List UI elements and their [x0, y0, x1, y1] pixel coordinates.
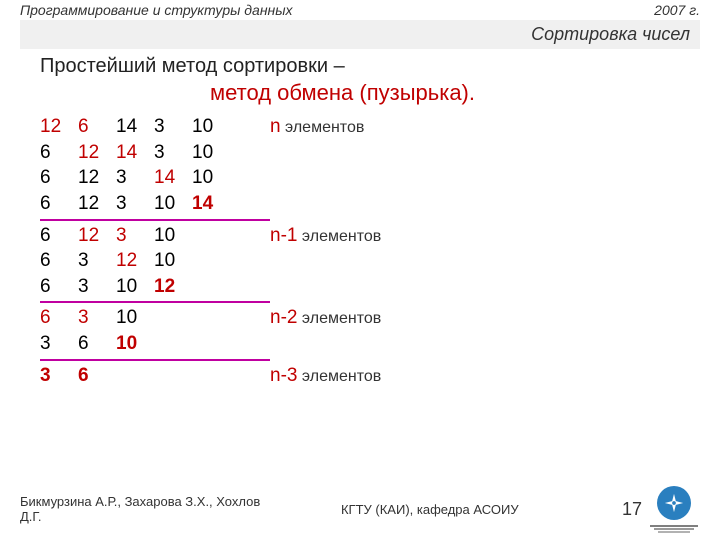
annotation: n-3 элементов [270, 363, 381, 389]
annotation: n-1 элементов [270, 223, 381, 249]
number-cell: 12 [78, 140, 116, 166]
group-separator [40, 359, 270, 361]
page-number: 17 [622, 499, 642, 520]
number-cell: 12 [78, 191, 116, 217]
number-cell: 6 [40, 274, 78, 300]
number-cell: 12 [78, 223, 116, 249]
footer-authors: Бикмурзина А.Р., Захарова З.Х., Хохлов Д… [20, 494, 270, 524]
number-cell: 10 [116, 274, 154, 300]
number-cell: 12 [116, 248, 154, 274]
sort-row: 631012 [40, 274, 680, 300]
number-list: 631210 [40, 248, 270, 274]
number-cell: 3 [116, 191, 154, 217]
number-cell: 3 [78, 305, 116, 331]
number-list: 6310 [40, 305, 270, 331]
method-name: метод обмена (пузырька). [210, 80, 680, 106]
page-footer: Бикмурзина А.Р., Захарова З.Х., Хохлов Д… [0, 486, 720, 532]
number-cell: 12 [154, 274, 192, 300]
sort-row: 61231410 [40, 165, 680, 191]
sort-row: 612310n-1 элементов [40, 223, 680, 249]
sort-row: 631210 [40, 248, 680, 274]
number-cell: 6 [40, 191, 78, 217]
page-header: Программирование и структуры данных 2007… [0, 0, 720, 20]
sort-row: 6310n-2 элементов [40, 305, 680, 331]
number-cell: 14 [154, 165, 192, 191]
number-cell: 6 [40, 165, 78, 191]
number-cell: 10 [192, 114, 230, 140]
group-separator [40, 219, 270, 221]
number-cell: 12 [78, 165, 116, 191]
number-cell: 10 [192, 140, 230, 166]
intro-text: Простейший метод сортировки – [40, 55, 680, 78]
number-cell: 3 [78, 248, 116, 274]
number-cell: 3 [116, 223, 154, 249]
sort-row: 61214310 [40, 140, 680, 166]
number-cell: 6 [40, 140, 78, 166]
number-cell: 3 [40, 363, 78, 389]
sort-row: 36n-3 элементов [40, 363, 680, 389]
number-cell: 3 [154, 114, 192, 140]
number-cell: 10 [116, 305, 154, 331]
sort-row: 12614310n элементов [40, 114, 680, 140]
header-left: Программирование и структуры данных [20, 2, 293, 18]
number-cell: 3 [40, 331, 78, 357]
airplane-logo-icon [657, 486, 691, 520]
number-cell: 14 [116, 114, 154, 140]
number-cell: 6 [78, 331, 116, 357]
number-cell: 6 [78, 363, 116, 389]
slide-page: { "header": { "left": "Программирование … [0, 0, 720, 540]
number-cell: 12 [40, 114, 78, 140]
number-list: 12614310 [40, 114, 270, 140]
number-cell: 6 [78, 114, 116, 140]
logo-wrap [648, 486, 700, 532]
number-cell: 10 [154, 223, 192, 249]
number-cell: 10 [116, 331, 154, 357]
sort-row: 61231014 [40, 191, 680, 217]
number-list: 612310 [40, 223, 270, 249]
annotation: n-2 элементов [270, 305, 381, 331]
number-list: 3610 [40, 331, 270, 357]
number-cell: 6 [40, 248, 78, 274]
bubble-sort-steps: 12614310n элементов612143106123141061231… [40, 114, 680, 388]
number-list: 36 [40, 363, 270, 389]
slide-content: Простейший метод сортировки – метод обме… [0, 55, 720, 388]
number-list: 61231014 [40, 191, 270, 217]
footer-page-wrap: 17 [622, 486, 700, 532]
number-cell: 14 [116, 140, 154, 166]
number-list: 631012 [40, 274, 270, 300]
annotation: n элементов [270, 114, 364, 140]
number-cell: 6 [40, 223, 78, 249]
number-cell: 3 [154, 140, 192, 166]
footer-org: КГТУ (КАИ), кафедра АСОИУ [341, 502, 551, 517]
number-cell: 3 [116, 165, 154, 191]
sort-row: 3610 [40, 331, 680, 357]
number-cell: 10 [154, 248, 192, 274]
number-cell: 14 [192, 191, 230, 217]
number-list: 61231410 [40, 165, 270, 191]
number-cell: 10 [192, 165, 230, 191]
number-cell: 3 [78, 274, 116, 300]
group-separator [40, 301, 270, 303]
logo-base-icon [648, 520, 700, 532]
number-list: 61214310 [40, 140, 270, 166]
header-right: 2007 г. [654, 2, 700, 18]
number-cell: 10 [154, 191, 192, 217]
number-cell: 6 [40, 305, 78, 331]
slide-title: Сортировка чисел [20, 20, 700, 49]
